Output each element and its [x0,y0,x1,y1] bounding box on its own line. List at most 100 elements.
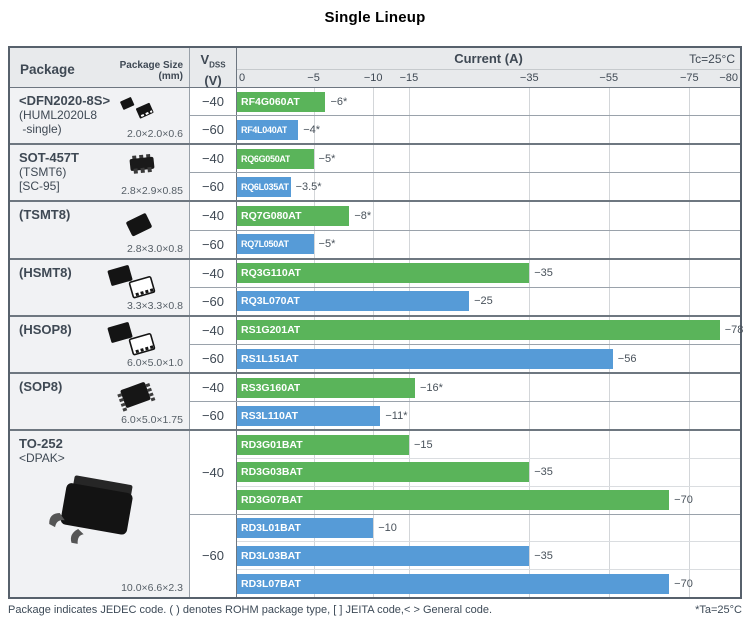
vdss-group: −60 RS1L151AT −56 [190,343,740,373]
bar-row: RQ3L070AT −25 [237,288,740,315]
package-cell: (HSOP8) 6.0×5.0×1.0 [10,316,190,373]
package-name: (SOP8) [19,379,63,395]
part-number-label: RQ6L035AT [241,181,289,192]
vdss-value: −40 [190,374,237,402]
bar-row: RD3G03BAT −35 [237,458,740,486]
axis-tick-label: −10 [363,72,383,84]
axis-gridline [408,145,410,173]
current-bar: RQ3L070AT [237,291,470,312]
bar-row: RF4L040AT −4* [237,116,740,143]
vdss-group: −40 RQ3G110AT −35 [190,259,740,287]
current-bar: RD3G03BAT [237,462,530,483]
axis-gridline [408,116,410,144]
package-name: SOT-457T [19,150,79,166]
footnote: Package indicates JEDEC code. ( ) denote… [8,604,742,616]
axis-gridline [608,116,610,144]
package-icon-dual [105,263,161,304]
axis-gridline [529,202,531,230]
axis-gridline [689,88,691,116]
vdss-group: −40 RQ7G080AT −8* [190,202,740,230]
package-cell: (SOP8) 6.0×5.0×1.75 [10,374,190,430]
part-number-label: RD3L01BAT [241,522,301,535]
chart-area: RS1L151AT −56 [237,344,740,373]
axis-gridline [408,173,410,201]
vdss-value: −60 [190,230,237,258]
part-number-label: RD3L07BAT [241,577,301,590]
current-bar: RD3G01BAT [237,434,409,455]
package-subname: [SC-95] [19,179,60,194]
package-group: (HSOP8) 6.0×5.0×1.0 −40 RS1G201AT −78 −60 RS1L… [10,314,743,373]
current-bar: RS1G201AT [237,320,720,341]
vdss-value: −60 [190,287,237,315]
vdss-value: −60 [190,514,237,597]
axis-gridline [689,230,691,258]
current-value-label: −70 [674,577,693,590]
current-value-label: −35 [534,549,553,562]
table-header: Package Package Size (mm) VDSS (V) Curren… [10,48,740,88]
package-group: SOT-457T (TSMT6) [SC-95] 2.8×2.9×0.85 −40 RQ6… [10,143,740,201]
vdss-group: −60 RQ7L050AT −5* [190,229,740,258]
current-bar: RF4L040AT [237,119,299,140]
axis-gridline [373,145,375,173]
package-header-label: Package [20,62,75,77]
current-column-header: Current (A) Tc=25°C 0 −5 −10 −15 −35 −55 −75 −8… [237,48,740,87]
current-value-label: −5* [318,238,336,251]
current-value-label: −25 [474,295,493,308]
current-value-label: −10 [378,522,397,535]
package-icon-sop [111,379,161,418]
current-value-label: −4* [303,123,321,136]
axis-gridline [608,202,610,230]
vdss-column-header: VDSS (V) [190,48,237,88]
axis-tick-label: −15 [399,72,419,84]
vdss-value: −40 [190,259,237,287]
package-group-rows: −40 RS3G160AT −16* −60 RS3L110AT −11* [190,374,740,430]
axis-gridline [373,88,375,116]
part-number-label: RF4G060AT [241,95,300,108]
axis-gridline [529,374,531,402]
bar-row: RS3G160AT −16* [237,374,740,401]
axis-gridline [529,116,531,144]
chart-area: RQ7L050AT −5* [237,230,740,258]
axis-gridline [408,202,410,230]
package-group: <DFN2020-8S> (HUML2020L8 -single) 2.0×2.0×… [10,88,740,144]
bar-row: RD3G01BAT −15 [237,431,740,458]
vdss-group: −60 RF4L040AT −4* [190,115,740,144]
axis-gridline [373,230,375,258]
package-group-rows: −40 RF4G060AT −6* −60 RF4L040AT −4* [190,88,740,144]
chart-area: RD3L01BAT −10 RD3L03BAT −35 RD3L07BAT −70 [237,514,740,597]
current-value-label: −11* [385,409,408,422]
bar-row: RQ7L050AT −5* [237,231,740,258]
axis-gridline [408,230,410,258]
package-cell: TO-252 <DPAK> 10.0×6.6×2.3 [10,431,190,597]
package-group: (SOP8) 6.0×5.0×1.75 −40 RS3G160AT −16* −60 RS3… [10,372,740,430]
package-group: TO-252 <DPAK> 10.0×6.6×2.3 −40 RD3G01BAT −15 R… [10,429,740,597]
axis-gridline [608,173,610,201]
package-subname: (TSMT6) [19,165,67,180]
axis-gridline [529,173,531,201]
package-group-rows: −40 RD3G01BAT −15 RD3G03BAT −35 RD3G07BAT −70−… [190,431,740,597]
axis-gridline [608,514,610,597]
bar-row: RS1G201AT −78 [237,317,743,344]
axis-gridline [408,88,410,116]
axis-gridline [608,88,610,116]
vdss-value: −40 [190,316,237,344]
vdss-value: −40 [190,202,237,230]
axis-gridline [529,514,531,597]
axis-gridline [608,230,610,258]
bar-row: RQ6G050AT −5* [237,145,740,172]
part-number-label: RD3L03BAT [241,549,301,562]
vdss-value: −60 [190,402,237,430]
part-number-label: RD3G01BAT [241,438,303,451]
package-group-rows: −40 RQ7G080AT −8* −60 RQ7L050AT −5* [190,202,740,258]
part-number-label: RQ3L070AT [241,295,300,308]
page-title: Single Lineup [324,9,426,26]
part-number-label: RS1L151AT [241,352,299,365]
vdss-group: −60 RD3L01BAT −10 RD3L03BAT −35 RD3L07BAT −70 [190,513,740,597]
vdss-value: −40 [190,431,237,514]
package-subname: (HUML2020L8 [19,108,98,122]
bar-row: RD3L01BAT −10 [237,515,740,542]
current-bar: RS1L151AT [237,348,613,369]
part-number-label: RS3L110AT [241,409,298,422]
axis-gridline [373,173,375,201]
bar-row: RD3L07BAT −70 [237,569,740,597]
